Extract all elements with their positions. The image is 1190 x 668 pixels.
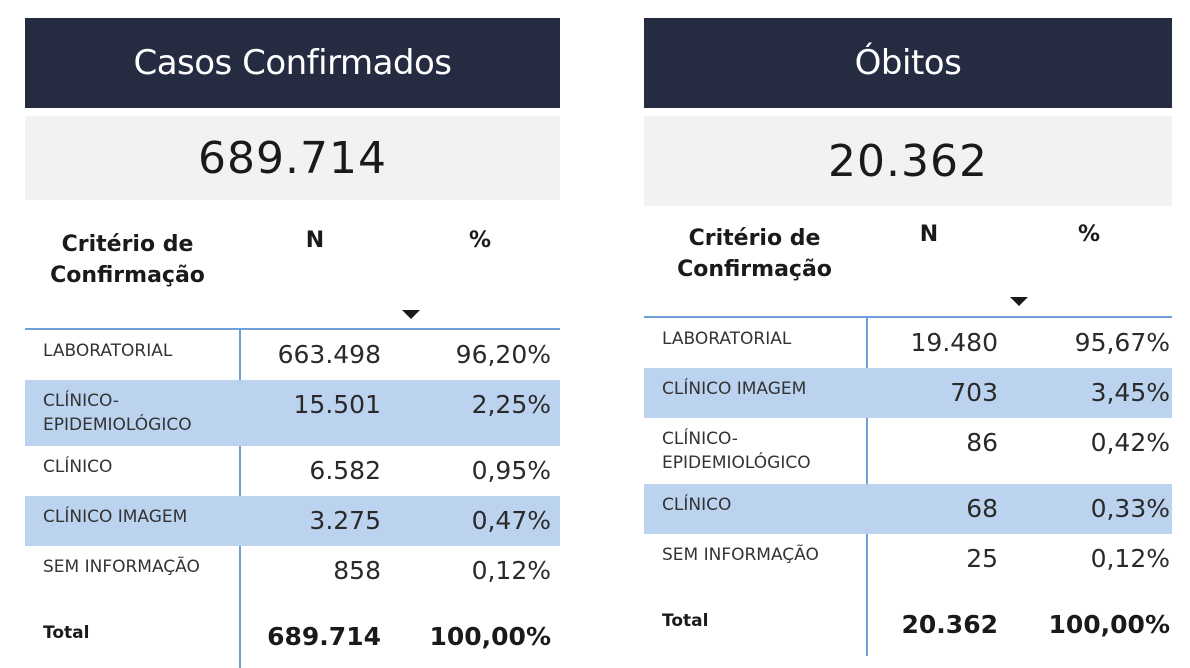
cell-pct: 96,20% [455, 340, 551, 369]
total-row: Total 689.714 100,00% [25, 612, 560, 660]
table-row[interactable]: CLÍNICO 6.582 0,95% [25, 446, 560, 496]
cell-n: 703 [950, 378, 998, 407]
cell-total-n: 20.362 [901, 610, 998, 639]
deaths-table-body: LABORATORIAL 19.480 95,67% CLÍNICO IMAGEM 70… [644, 316, 1172, 656]
column-header-n[interactable]: N [305, 228, 325, 253]
table-row[interactable]: SEM INFORMAÇÃO 25 0,12% [644, 534, 1172, 600]
cell-criterion: CLÍNICO IMAGEM [43, 507, 188, 527]
table-row[interactable]: SEM INFORMAÇÃO 858 0,12% [25, 546, 560, 612]
cell-criterion: CLÍNICO [662, 495, 732, 515]
cell-criterion: CLÍNICO IMAGEM [662, 379, 807, 399]
cell-criterion: SEM INFORMAÇÃO [662, 545, 819, 565]
cell-pct: 95,67% [1074, 328, 1170, 357]
cases-table-header: Critério de Confirmação N % [25, 218, 560, 328]
cell-n: 6.582 [309, 456, 381, 485]
cell-pct: 2,25% [471, 390, 551, 419]
cell-criterion: LABORATORIAL [662, 329, 792, 349]
column-header-criterion[interactable]: Critério de Confirmação [677, 226, 832, 282]
table-row[interactable]: LABORATORIAL 663.498 96,20% [25, 330, 560, 380]
cell-pct: 0,12% [1090, 544, 1170, 573]
cell-criterion: CLÍNICO-EPIDEMIOLÓGICO [43, 391, 192, 435]
cell-pct: 0,33% [1090, 494, 1170, 523]
cell-criterion: CLÍNICO [43, 457, 113, 477]
cell-pct: 3,45% [1090, 378, 1170, 407]
deaths-title: Óbitos [644, 18, 1172, 108]
cell-n: 3.275 [309, 506, 381, 535]
cell-n: 663.498 [277, 340, 381, 369]
cell-criterion: SEM INFORMAÇÃO [43, 557, 200, 577]
cell-n: 19.480 [910, 328, 998, 357]
cases-table-body: LABORATORIAL 663.498 96,20% CLÍNICO-EPIDEMI… [25, 328, 560, 668]
cell-n: 15.501 [293, 390, 381, 419]
table-row[interactable]: LABORATORIAL 19.480 95,67% [644, 318, 1172, 368]
table-row[interactable]: CLÍNICO-EPIDEMIOLÓGICO 15.501 2,25% [25, 380, 560, 446]
sort-descending-icon[interactable] [1010, 297, 1028, 306]
cell-n: 25 [966, 544, 998, 573]
cell-criterion: LABORATORIAL [43, 341, 173, 361]
cell-n: 858 [333, 556, 381, 585]
cell-pct: 0,47% [471, 506, 551, 535]
cell-pct: 0,95% [471, 456, 551, 485]
cases-table: Critério de Confirmação N % LABORATORIAL… [25, 218, 560, 668]
column-header-n[interactable]: N [919, 222, 939, 247]
cases-title: Casos Confirmados [25, 18, 560, 108]
deaths-table: Critério de Confirmação N % LABORATORIAL… [644, 212, 1172, 656]
deaths-total-kpi: 20.362 [644, 116, 1172, 206]
deaths-panel: Óbitos 20.362 Critério de Confirmação N … [644, 18, 1172, 656]
cell-n: 86 [966, 428, 998, 457]
cell-pct: 0,12% [471, 556, 551, 585]
total-row: Total 20.362 100,00% [644, 600, 1172, 648]
column-header-criterion[interactable]: Critério de Confirmação [50, 232, 205, 288]
table-row[interactable]: CLÍNICO IMAGEM 3.275 0,47% [25, 496, 560, 546]
sort-descending-icon[interactable] [402, 310, 420, 319]
table-row[interactable]: CLÍNICO IMAGEM 703 3,45% [644, 368, 1172, 418]
deaths-table-header: Critério de Confirmação N % [644, 212, 1172, 316]
cell-total-label: Total [43, 623, 90, 643]
cell-total-label: Total [662, 611, 709, 631]
cell-total-n: 689.714 [267, 622, 381, 651]
cell-criterion: CLÍNICO-EPIDEMIOLÓGICO [662, 429, 811, 473]
cell-total-pct: 100,00% [1048, 610, 1170, 639]
table-row[interactable]: CLÍNICO 68 0,33% [644, 484, 1172, 534]
cell-total-pct: 100,00% [429, 622, 551, 651]
cell-n: 68 [966, 494, 998, 523]
column-header-pct[interactable]: % [468, 228, 492, 253]
cases-total-kpi: 689.714 [25, 116, 560, 200]
cell-pct: 0,42% [1090, 428, 1170, 457]
column-header-pct[interactable]: % [1077, 222, 1101, 247]
cases-panel: Casos Confirmados 689.714 Critério de Co… [25, 18, 560, 668]
table-row[interactable]: CLÍNICO-EPIDEMIOLÓGICO 86 0,42% [644, 418, 1172, 484]
